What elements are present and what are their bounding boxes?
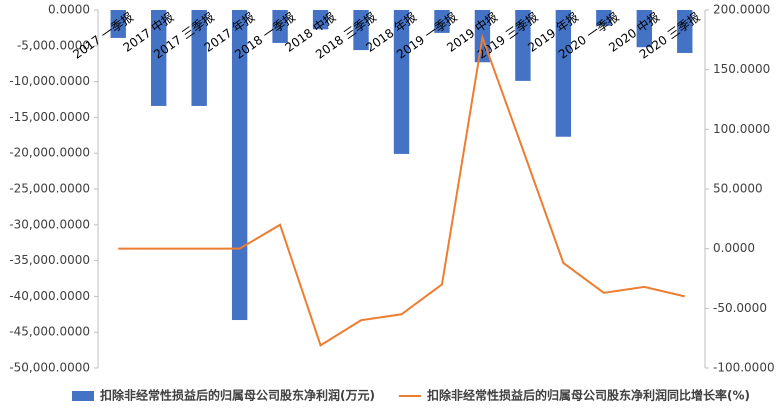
x-tick-label: 2017 一季报 bbox=[70, 9, 136, 62]
bar bbox=[596, 10, 612, 26]
bar bbox=[151, 10, 167, 106]
y-tick-label: -10,000.0000 bbox=[9, 74, 90, 88]
y2-tick-label: 200.0000 bbox=[713, 3, 770, 17]
y-tick-label: -5,000.0000 bbox=[17, 38, 90, 52]
y2-tick-label: 150.0000 bbox=[713, 62, 770, 76]
y-tick-label: -40,000.0000 bbox=[9, 289, 90, 303]
bar bbox=[353, 10, 369, 51]
y2-tick-label: 100.0000 bbox=[713, 122, 770, 136]
legend-label: 扣除非经常性损益后的归属母公司股东净利润(万元) bbox=[100, 388, 375, 403]
y-tick-label: -25,000.0000 bbox=[9, 182, 90, 196]
bar bbox=[312, 10, 329, 30]
y2-tick-label: 0.0000 bbox=[713, 241, 755, 255]
y-tick-label: -20,000.0000 bbox=[9, 146, 90, 160]
y2-tick-label: -100.0000 bbox=[713, 361, 775, 375]
bar bbox=[515, 10, 531, 81]
y-tick-label: 0.0000 bbox=[48, 3, 90, 17]
y-tick-label: -30,000.0000 bbox=[9, 217, 90, 231]
y-tick-label: -50,000.0000 bbox=[9, 361, 90, 375]
y-tick-label: -35,000.0000 bbox=[9, 253, 90, 267]
bar bbox=[110, 10, 126, 38]
y2-tick-label: 50.0000 bbox=[713, 182, 763, 196]
bar bbox=[191, 10, 207, 106]
bar bbox=[677, 10, 693, 53]
legend-label: 扣除非经常性损益后的归属母公司股东净利润同比增长率(%) bbox=[427, 388, 750, 403]
bar bbox=[434, 10, 450, 33]
legend-swatch bbox=[72, 391, 94, 401]
bar bbox=[555, 10, 572, 137]
legend: 扣除非经常性损益后的归属母公司股东净利润(万元) 扣除非经常性损益后的归属母公司股… bbox=[72, 388, 750, 403]
bar bbox=[393, 10, 410, 154]
bar bbox=[636, 10, 652, 48]
bar bbox=[231, 10, 248, 321]
bar bbox=[272, 10, 288, 43]
y2-tick-label: -50.0000 bbox=[713, 301, 767, 315]
y-tick-label: -15,000.0000 bbox=[9, 110, 90, 124]
y-tick-label: -45,000.0000 bbox=[9, 325, 90, 339]
line bbox=[118, 33, 685, 347]
